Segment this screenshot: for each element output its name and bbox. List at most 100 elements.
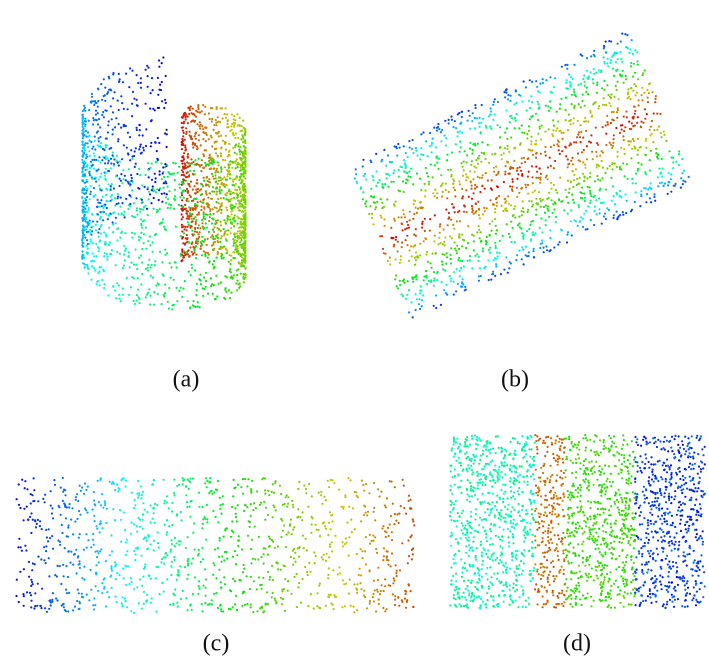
- point: [72, 533, 74, 535]
- point: [490, 128, 492, 130]
- point: [243, 244, 245, 246]
- point: [620, 75, 622, 77]
- point: [196, 111, 198, 113]
- point: [186, 234, 188, 236]
- point: [215, 122, 217, 124]
- point: [152, 89, 154, 91]
- point: [521, 100, 523, 102]
- point: [480, 240, 482, 242]
- point: [120, 127, 122, 129]
- point: [106, 508, 108, 510]
- point: [88, 207, 90, 209]
- point: [482, 174, 484, 176]
- point: [504, 198, 506, 200]
- point: [586, 87, 588, 89]
- point: [217, 164, 219, 166]
- point: [660, 132, 662, 134]
- point: [229, 177, 231, 179]
- point: [196, 238, 198, 240]
- point: [632, 90, 634, 92]
- point: [477, 201, 479, 203]
- point: [183, 121, 185, 123]
- point: [174, 559, 176, 561]
- point: [238, 202, 240, 204]
- point: [556, 143, 558, 145]
- point: [482, 118, 484, 120]
- point: [153, 512, 155, 514]
- point: [201, 159, 203, 161]
- point: [90, 232, 92, 234]
- point: [133, 202, 135, 204]
- point: [479, 217, 481, 219]
- point: [33, 607, 35, 609]
- point: [211, 190, 213, 192]
- point: [135, 147, 137, 149]
- point: [501, 561, 503, 563]
- point: [150, 275, 152, 277]
- point: [632, 182, 634, 184]
- point: [684, 181, 686, 183]
- point: [552, 203, 554, 205]
- point: [136, 209, 138, 211]
- point: [345, 537, 347, 539]
- point: [207, 197, 209, 199]
- point: [200, 283, 202, 285]
- point: [612, 145, 614, 147]
- point: [649, 82, 651, 84]
- point: [90, 546, 92, 548]
- point: [242, 571, 244, 573]
- point: [192, 108, 194, 110]
- point: [23, 508, 25, 510]
- point: [181, 237, 183, 239]
- point: [655, 148, 657, 150]
- point: [194, 208, 196, 210]
- point: [545, 245, 547, 247]
- point: [110, 185, 112, 187]
- point: [216, 236, 218, 238]
- point: [425, 275, 427, 277]
- point: [142, 519, 144, 521]
- point: [372, 534, 374, 536]
- point: [51, 599, 53, 601]
- point: [415, 274, 417, 276]
- point: [230, 160, 232, 162]
- point: [553, 208, 555, 210]
- point: [87, 539, 89, 541]
- point: [34, 592, 36, 594]
- point: [469, 259, 471, 261]
- point: [236, 609, 238, 611]
- point: [100, 504, 102, 506]
- point: [552, 119, 554, 121]
- point: [117, 100, 119, 102]
- point: [589, 190, 591, 192]
- point: [634, 201, 636, 203]
- point: [104, 204, 106, 206]
- point: [405, 171, 407, 173]
- point: [241, 129, 243, 131]
- point: [98, 145, 100, 147]
- point: [232, 277, 234, 279]
- point: [131, 70, 133, 72]
- point: [206, 504, 208, 506]
- point: [238, 227, 240, 229]
- point: [267, 490, 269, 492]
- point: [379, 593, 381, 595]
- point: [503, 152, 505, 154]
- point: [154, 503, 156, 505]
- point: [556, 127, 558, 129]
- point: [486, 455, 488, 457]
- point: [45, 562, 47, 564]
- point: [505, 256, 507, 258]
- point: [144, 174, 146, 176]
- point: [535, 140, 537, 142]
- point: [356, 609, 358, 611]
- point: [183, 256, 185, 258]
- point: [92, 509, 94, 511]
- point: [638, 99, 640, 101]
- point: [158, 546, 160, 548]
- point: [573, 141, 575, 143]
- point: [31, 569, 33, 571]
- point: [579, 136, 581, 138]
- point: [228, 154, 230, 156]
- point: [24, 487, 26, 489]
